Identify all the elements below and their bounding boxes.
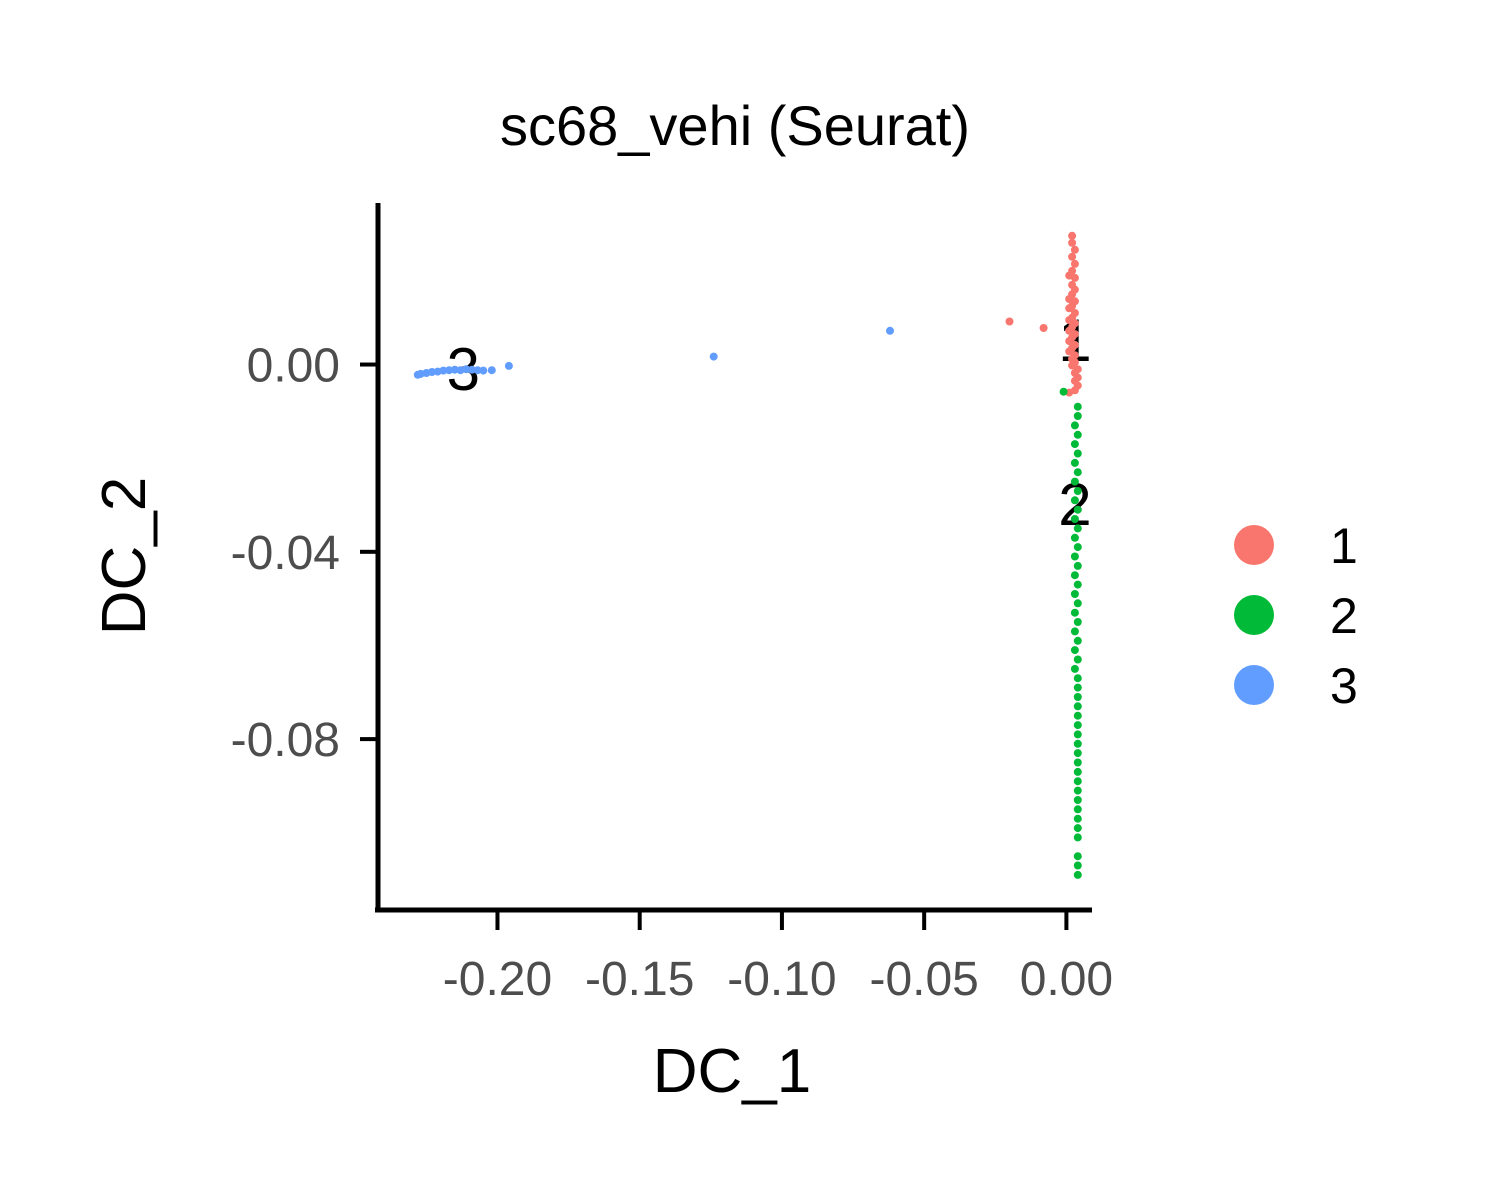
data-point-cluster-3	[709, 352, 718, 361]
data-point-cluster-2	[1073, 870, 1082, 879]
data-point-cluster-1	[1070, 245, 1079, 254]
data-point-cluster-2	[1073, 786, 1082, 795]
data-point-cluster-2	[1070, 496, 1079, 505]
data-point-cluster-2	[1070, 477, 1079, 486]
y-axis-label: DC_2	[90, 477, 159, 636]
data-point-cluster-2	[1070, 590, 1079, 598]
x-tick-label: -0.15	[585, 953, 694, 1006]
data-point-cluster-2	[1059, 387, 1068, 396]
legend-key-2	[1234, 595, 1274, 635]
data-point-cluster-1	[1065, 304, 1074, 313]
data-point-cluster-1	[1068, 238, 1077, 247]
data-point-cluster-2	[1073, 833, 1082, 842]
y-tick-label: -0.08	[231, 714, 340, 767]
legend-label-2: 2	[1330, 588, 1358, 644]
data-point-cluster-2	[1073, 561, 1082, 570]
data-point-cluster-1	[1068, 231, 1077, 240]
data-point-cluster-2	[1070, 533, 1079, 542]
data-point-cluster-2	[1073, 758, 1082, 767]
data-point-cluster-1	[1065, 271, 1074, 280]
data-point-cluster-2	[1070, 458, 1079, 467]
data-point-cluster-3	[504, 361, 513, 370]
x-tick-label: 0.00	[1020, 953, 1113, 1006]
data-point-cluster-2	[1073, 721, 1082, 730]
data-point-cluster-2	[1073, 824, 1082, 833]
data-point-cluster-2	[1073, 805, 1082, 814]
data-point-cluster-2	[1073, 505, 1082, 514]
data-point-cluster-2	[1073, 618, 1082, 626]
data-point-cluster-2	[1073, 730, 1082, 739]
y-tick-label: 0.00	[247, 340, 340, 393]
data-point-cluster-2	[1073, 412, 1082, 420]
data-point-cluster-1	[1005, 317, 1014, 326]
data-point-cluster-2	[1073, 814, 1082, 823]
data-point-cluster-2	[1073, 749, 1082, 758]
data-point-cluster-2	[1070, 571, 1079, 580]
data-point-cluster-2	[1073, 487, 1082, 495]
data-point-cluster-2	[1073, 468, 1082, 477]
x-ticks: -0.20 -0.15 -0.10 -0.05 0.00	[443, 912, 1113, 1006]
data-point-cluster-2	[1073, 767, 1082, 776]
data-point-cluster-2	[1073, 777, 1082, 786]
data-point-cluster-2	[1073, 402, 1082, 411]
legend-key-1	[1234, 525, 1274, 565]
cluster-label-layer: 123	[447, 307, 1092, 538]
data-point-cluster-2	[1073, 861, 1082, 870]
data-point-cluster-2	[1073, 683, 1082, 692]
data-point-cluster-1	[1065, 347, 1074, 356]
data-point-cluster-2	[1073, 430, 1082, 439]
legend-label-1: 1	[1330, 518, 1358, 574]
data-point-cluster-2	[1073, 796, 1082, 804]
data-point-cluster-3	[439, 366, 448, 375]
data-point-cluster-2	[1073, 636, 1082, 645]
data-point-cluster-1	[1039, 324, 1048, 332]
data-point-cluster-2	[1073, 711, 1082, 720]
legend-key-3	[1234, 665, 1274, 705]
data-point-cluster-2	[1073, 599, 1082, 608]
x-tick-label: -0.05	[869, 953, 978, 1006]
data-point-cluster-2	[1073, 674, 1082, 683]
x-tick-label: -0.10	[727, 953, 836, 1006]
data-point-cluster-3	[473, 366, 482, 375]
points-layer	[413, 231, 1082, 879]
data-point-cluster-2	[1070, 646, 1079, 655]
data-point-cluster-1	[1070, 259, 1079, 268]
data-point-cluster-2	[1073, 852, 1082, 861]
x-axis-label: DC_1	[653, 1037, 812, 1106]
legend-label-3: 3	[1330, 658, 1358, 714]
data-point-cluster-1	[1068, 252, 1077, 261]
data-point-cluster-2	[1073, 449, 1082, 458]
data-point-cluster-3	[886, 326, 894, 335]
data-point-cluster-2	[1070, 515, 1079, 523]
data-point-cluster-2	[1073, 655, 1082, 664]
data-point-cluster-2	[1073, 702, 1082, 711]
legend: 1 2 3	[1234, 518, 1358, 714]
data-point-cluster-2	[1073, 739, 1082, 748]
data-point-cluster-2	[1073, 580, 1082, 589]
chart-title: sc68_vehi (Seurat)	[500, 94, 970, 157]
data-point-cluster-2	[1073, 543, 1082, 552]
data-point-cluster-2	[1070, 552, 1079, 561]
data-point-cluster-3	[479, 366, 488, 375]
data-point-cluster-3	[487, 366, 496, 375]
data-point-cluster-3	[428, 368, 436, 376]
y-ticks: 0.00 -0.04 -0.08	[231, 340, 376, 767]
data-point-cluster-2	[1070, 608, 1079, 617]
data-point-cluster-1	[1068, 361, 1077, 370]
data-point-cluster-2	[1070, 627, 1079, 636]
data-point-cluster-2	[1070, 440, 1079, 449]
data-point-cluster-2	[1070, 664, 1079, 673]
data-point-cluster-2	[1073, 524, 1082, 533]
y-tick-label: -0.04	[231, 527, 340, 580]
data-point-cluster-2	[1070, 421, 1079, 430]
data-point-cluster-1	[1065, 337, 1074, 346]
x-tick-label: -0.20	[443, 953, 552, 1006]
data-point-cluster-2	[1073, 693, 1082, 701]
